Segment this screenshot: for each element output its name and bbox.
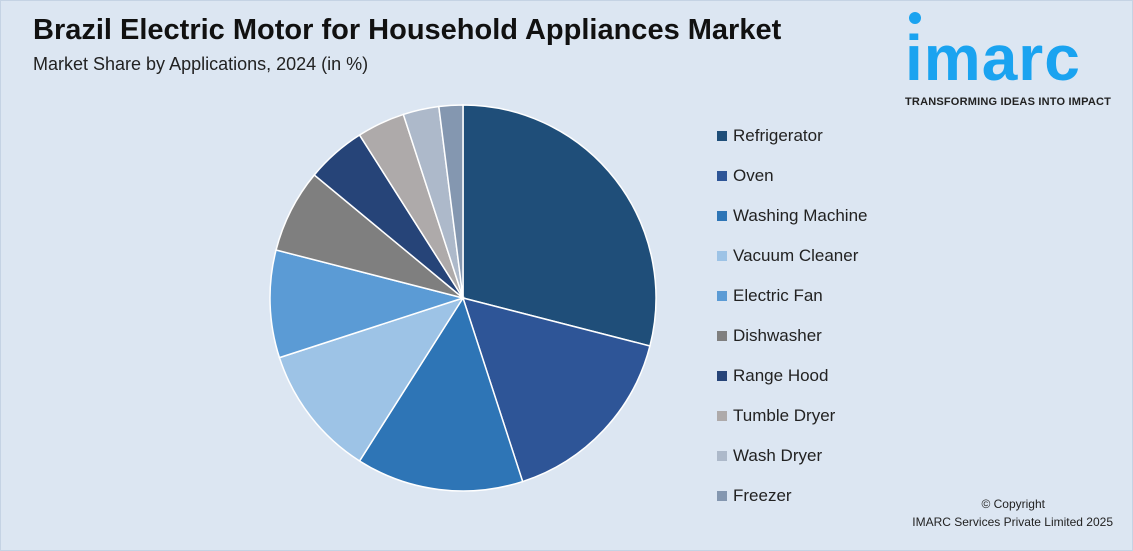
copyright: © Copyright IMARC Services Private Limit…	[912, 495, 1113, 531]
legend-item: Tumble Dryer	[717, 396, 868, 436]
copyright-label: © Copyright	[981, 497, 1045, 511]
legend-swatch	[717, 451, 727, 461]
legend-item: Refrigerator	[717, 116, 868, 156]
pie-slice-electric-fan	[269, 249, 466, 359]
copyright-company: IMARC Services Private Limited 2025	[912, 515, 1113, 529]
legend-swatch	[717, 251, 727, 261]
legend-swatch	[717, 331, 727, 341]
logo-dot	[909, 12, 921, 24]
legend-item: Oven	[717, 156, 868, 196]
logo-tagline: TRANSFORMING IDEAS INTO IMPACT	[905, 96, 1112, 108]
pie-slice-vacuum-cleaner	[278, 296, 465, 462]
legend-swatch	[717, 291, 727, 301]
pie-slice-freezer	[437, 104, 464, 299]
legend-item: Vacuum Cleaner	[717, 236, 868, 276]
legend-label: Refrigerator	[733, 126, 823, 145]
legend-item: Washing Machine	[717, 196, 868, 236]
legend-label: Wash Dryer	[733, 446, 823, 465]
legend-swatch	[717, 411, 727, 421]
legend-item: Dishwasher	[717, 316, 868, 356]
legend-swatch	[717, 171, 727, 181]
legend-label: Dishwasher	[733, 326, 822, 345]
imarc-logo: imarc TRANSFORMING IDEAS INTO IMPACT	[905, 12, 1125, 108]
legend-swatch	[717, 131, 727, 141]
pie-slice-oven	[461, 296, 651, 483]
legend-label: Range Hood	[733, 366, 829, 385]
chart-subtitle: Market Share by Applications, 2024 (in %…	[33, 54, 369, 74]
legend-label: Vacuum Cleaner	[733, 246, 859, 265]
legend-item: Wash Dryer	[717, 436, 868, 476]
legend-item: Range Hood	[717, 356, 868, 396]
legend-swatch	[717, 211, 727, 221]
legend-item: Electric Fan	[717, 276, 868, 316]
legend-item: Freezer	[717, 476, 868, 516]
legend-label: Washing Machine	[733, 206, 868, 225]
legend-label: Oven	[733, 166, 774, 185]
legend: Refrigerator Oven Washing Machine Vacuum Cl…	[717, 116, 868, 516]
legend-label: Tumble Dryer	[733, 406, 836, 425]
pie-slice-washing-machine	[358, 296, 524, 492]
legend-label: Electric Fan	[733, 286, 823, 305]
logo-wordmark: imarc	[905, 22, 1081, 94]
legend-swatch	[717, 491, 727, 501]
pie-slice-refrigerator	[462, 104, 657, 347]
legend-swatch	[717, 371, 727, 381]
chart-title: Brazil Electric Motor for Household Appl…	[33, 14, 782, 46]
legend-label: Freezer	[733, 486, 792, 505]
